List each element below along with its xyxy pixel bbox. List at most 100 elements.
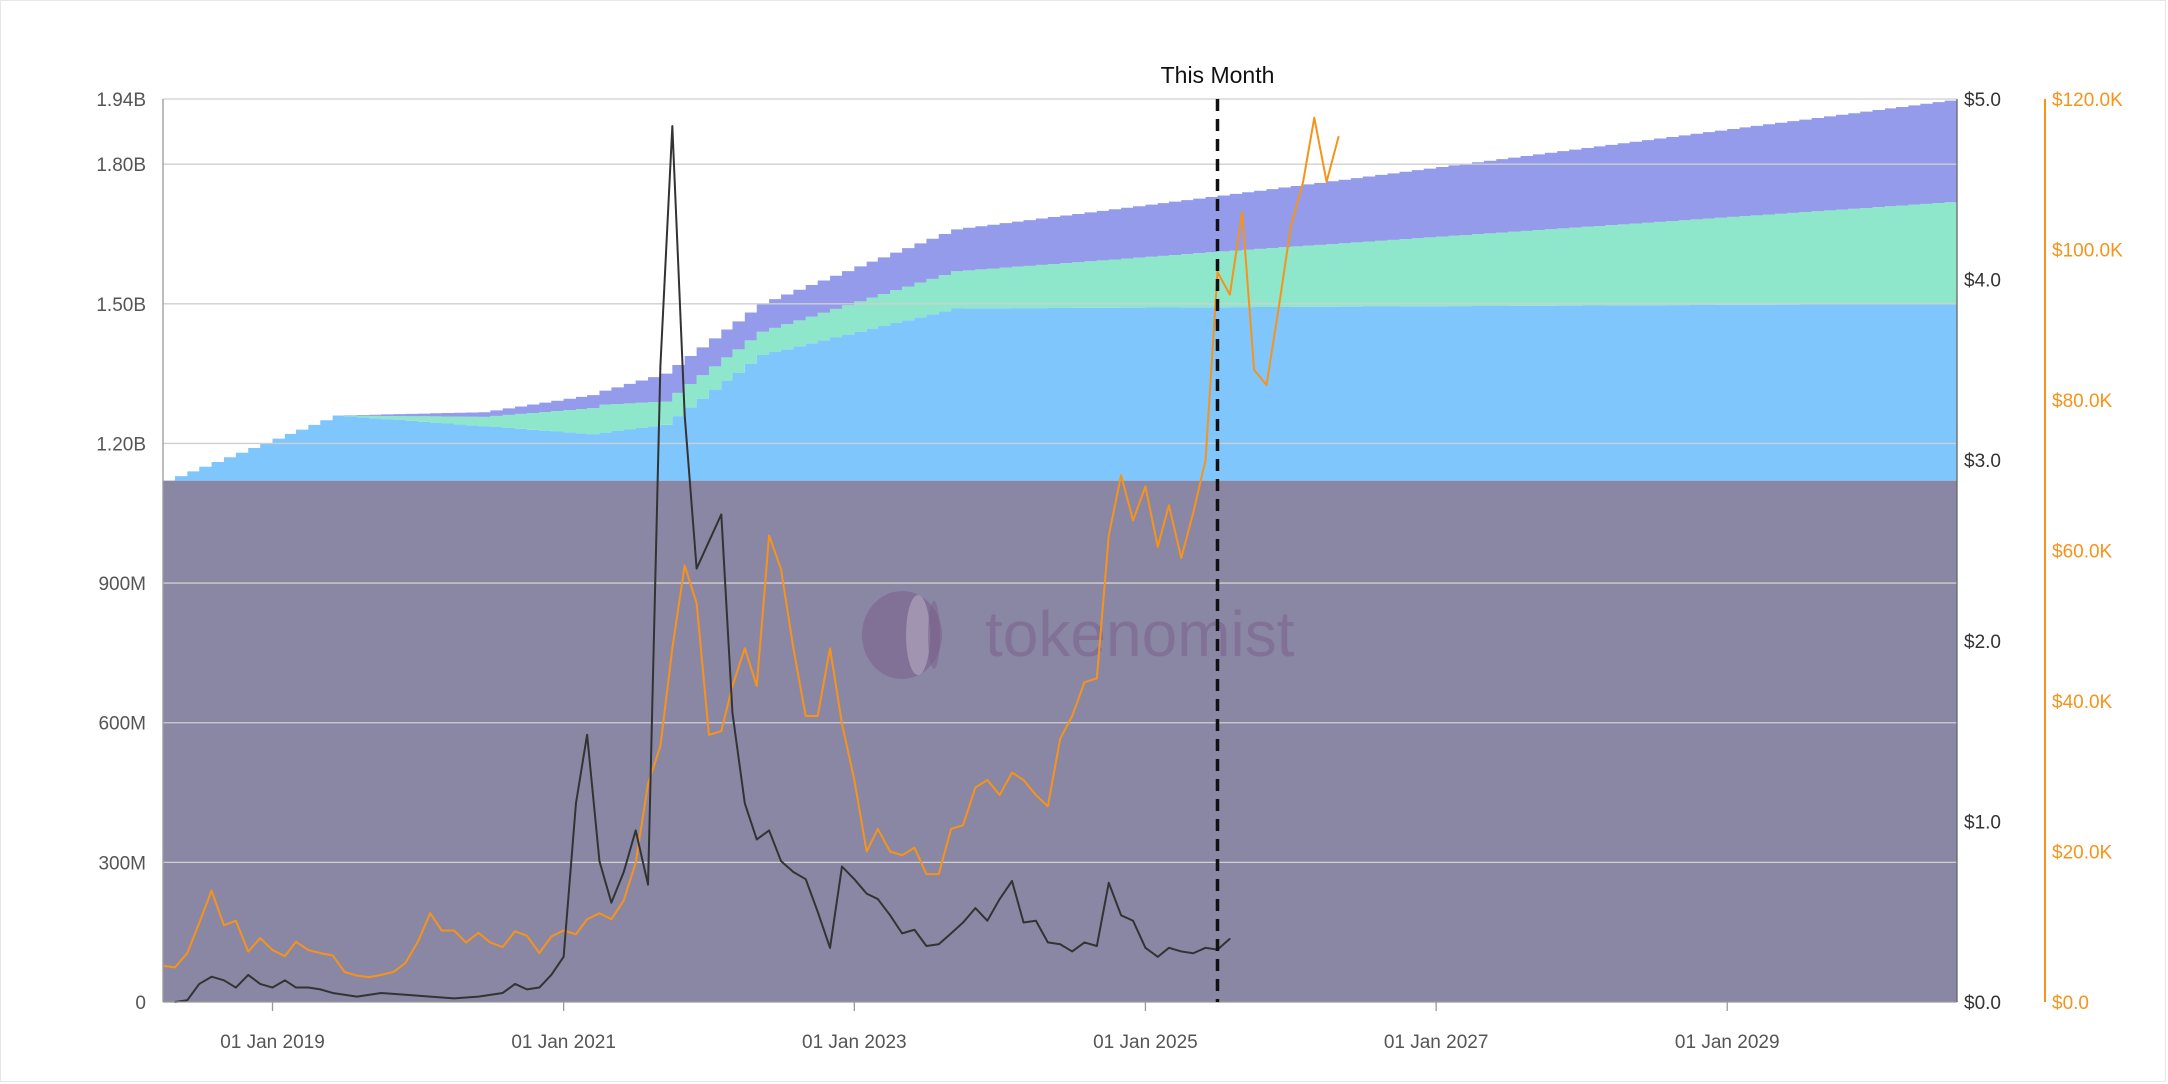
btc-price-line-point xyxy=(550,935,553,938)
token-price-line-point xyxy=(901,932,903,935)
btc-price-line-point xyxy=(1253,369,1255,371)
token-price-line-point xyxy=(647,883,649,886)
btc-price-line-point xyxy=(247,950,250,953)
btc-price-line-point xyxy=(841,722,843,725)
left-axis-tick-label: 1.80B xyxy=(96,155,146,176)
right-axis-tick-label: $3.0 xyxy=(1964,451,2001,472)
btc-price-line-point xyxy=(671,647,674,650)
btc-price-line-point xyxy=(877,828,879,830)
area-purple xyxy=(163,99,1957,481)
token-price-line-point xyxy=(1011,880,1013,882)
token-price-line-point xyxy=(319,988,322,991)
btc-price-line-point xyxy=(744,647,746,650)
btc-price-line-point xyxy=(768,534,770,537)
token-price-line-point xyxy=(889,914,891,917)
token-price-line-point xyxy=(538,986,541,989)
token-price-line-point xyxy=(962,921,964,924)
btc-price-line-point xyxy=(1107,534,1110,537)
btc-price-line-point xyxy=(755,685,758,687)
btc-price-line-point xyxy=(453,929,455,932)
left-axis-tick-label: 600M xyxy=(98,714,146,735)
btc-price-line-point xyxy=(1144,485,1147,488)
token-price-line-point xyxy=(671,125,674,127)
token-price-line-point xyxy=(271,986,274,989)
token-price-line-point xyxy=(720,513,723,516)
token-price-line-point xyxy=(1229,937,1231,940)
btc-price-line-point xyxy=(974,786,977,789)
token-price-line-point xyxy=(998,898,1001,900)
token-price-line-point xyxy=(829,947,831,949)
token-price-line-point xyxy=(1192,952,1195,955)
right-axis-tick-label: $2.0 xyxy=(1964,632,2001,653)
btc-price-line-point xyxy=(1265,384,1268,386)
token-price-line-point xyxy=(744,802,746,805)
btc-price-line-point xyxy=(1313,117,1316,119)
btc-price-line-point xyxy=(1083,681,1086,683)
btc-price-line-point xyxy=(586,918,588,921)
btc-price-line-point xyxy=(622,899,625,902)
btc-price-line-point xyxy=(271,949,274,951)
btc-price-line-point xyxy=(343,971,346,973)
btc-price-line-point xyxy=(1289,226,1292,228)
btc-price-line-point xyxy=(514,930,516,933)
btc-price-line-point xyxy=(319,952,322,954)
btc-price-line-point xyxy=(295,941,297,943)
btc-price-line-point xyxy=(307,949,310,951)
btc-price-line-point xyxy=(695,602,698,604)
btc-price-line-point xyxy=(1022,779,1025,781)
token-price-line-point xyxy=(1107,882,1110,884)
right-axis-tick-label: $0.0 xyxy=(1964,993,2001,1014)
x-axis-tick-label: 01 Jan 2025 xyxy=(1093,1032,1198,1053)
btc-price-line-point xyxy=(780,568,782,571)
token-price-line-point xyxy=(562,956,565,958)
left-axis-tick-label: 1.50B xyxy=(96,295,146,316)
left-axis-tick-label: 1.94B xyxy=(96,90,146,111)
this-month-marker: This Month xyxy=(1161,62,1275,1002)
btc-price-line-point xyxy=(538,952,541,954)
token-price-line-point xyxy=(622,871,625,873)
token-price-line-point xyxy=(247,974,250,976)
token-price-line-point xyxy=(1047,941,1049,944)
btc-price-line-point xyxy=(937,873,940,875)
token-price-line-point xyxy=(526,988,528,991)
btc-price-line-point xyxy=(998,794,1001,796)
token-price-line-point xyxy=(331,992,334,994)
btc-price-line-point xyxy=(901,854,903,857)
token-price-line-point xyxy=(768,829,770,832)
btc-price-line-point xyxy=(792,647,795,650)
token-price-line-point xyxy=(1059,943,1061,946)
token-price-line-point xyxy=(1022,921,1025,924)
axes: 0 300M 600M 900M 1.20B 1.50B 1.80B 1.94B $0.0 $1.… xyxy=(96,90,2123,1053)
btc-price-line-point xyxy=(392,971,395,973)
x-axis-tick-label: 01 Jan 2021 xyxy=(511,1032,616,1053)
btc-price-line-point xyxy=(1059,737,1061,740)
btc-price-line-point xyxy=(804,715,807,717)
btc-price-line-point xyxy=(417,941,419,943)
token-price-line-point xyxy=(804,878,807,880)
btc-price-line-point xyxy=(210,889,213,892)
btc-price-line-point xyxy=(223,924,225,927)
token-price-line-point xyxy=(429,995,432,998)
btc-price-line-point xyxy=(477,931,480,934)
this-month-label: This Month xyxy=(1161,62,1275,88)
token-price-line-point xyxy=(925,945,928,947)
btc-axis-tick-label: $40.0K xyxy=(2052,692,2113,713)
btc-price-line-point xyxy=(440,929,443,932)
btc-price-line-point xyxy=(720,730,723,732)
token-price-line-point xyxy=(986,919,989,922)
btc-price-line-point xyxy=(1168,504,1170,507)
token-price-line-point xyxy=(913,928,916,931)
btc-price-line-point xyxy=(1011,771,1013,774)
x-axis-tick-label: 01 Jan 2029 xyxy=(1675,1032,1780,1053)
btc-price-line-point xyxy=(913,846,916,849)
btc-price-line-point xyxy=(526,934,528,937)
btc-price-line-point xyxy=(404,962,407,964)
price-lines xyxy=(162,116,1340,1003)
token-price-line-point xyxy=(598,860,601,862)
btc-price-line-path xyxy=(162,116,1340,979)
btc-price-line-point xyxy=(986,779,989,781)
btc-price-line-point xyxy=(198,922,201,924)
btc-axis-tick-label: $0.0 xyxy=(2052,993,2089,1014)
btc-price-line-point xyxy=(816,715,819,717)
